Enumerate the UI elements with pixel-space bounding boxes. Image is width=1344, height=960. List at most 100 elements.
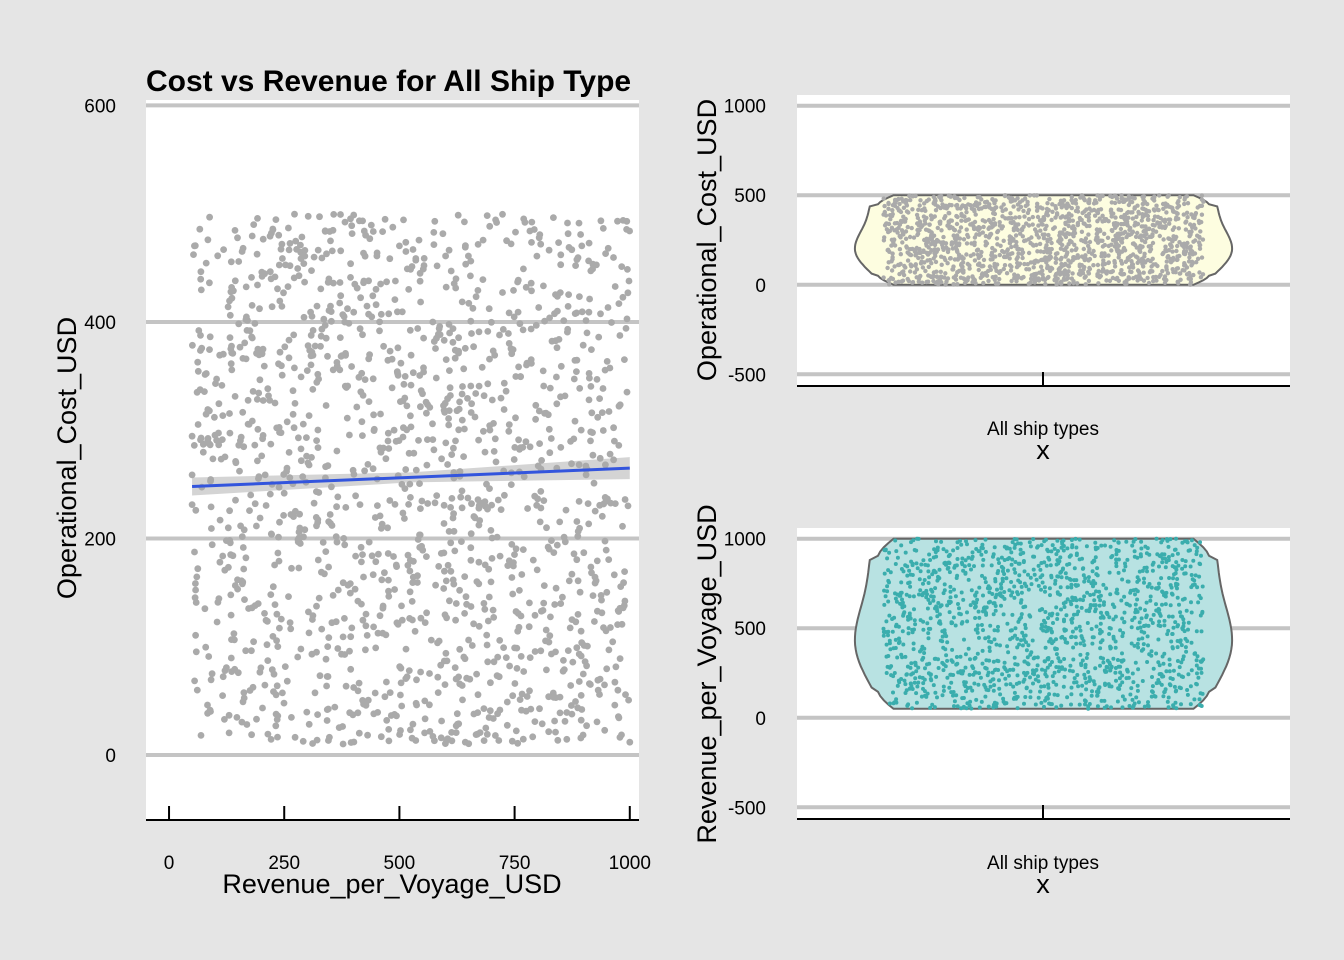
scatter-point <box>452 729 460 736</box>
cost-violin-point <box>1073 197 1078 203</box>
scatter-point <box>248 731 256 739</box>
scatter-point <box>573 556 581 564</box>
scatter-point <box>249 388 257 395</box>
scatter-point <box>221 716 228 723</box>
scatter-point <box>553 400 561 408</box>
revenue-violin-point <box>1058 585 1063 590</box>
revenue-violin-point <box>895 655 900 660</box>
scatter-point <box>449 338 457 346</box>
scatter-point <box>311 342 319 350</box>
revenue-violin-point <box>1162 618 1167 623</box>
revenue-violin-point <box>1054 705 1059 710</box>
revenue-violin-point <box>1171 668 1176 673</box>
cost-violin-point <box>955 214 960 220</box>
revenue-violin-point <box>972 681 977 686</box>
scatter-point <box>336 279 344 286</box>
revenue-violin-point <box>1035 663 1040 668</box>
cost-violin-point <box>1007 234 1012 239</box>
scatter-point <box>626 227 633 235</box>
scatter-point <box>204 435 212 442</box>
revenue-violin-point <box>885 584 890 589</box>
revenue-violin-point <box>906 626 911 631</box>
cost-violin-point <box>918 261 924 266</box>
revenue-violin-point <box>1010 612 1015 617</box>
cost-violin-point <box>1164 265 1169 270</box>
scatter-point <box>300 313 308 321</box>
revenue-violin-point <box>1175 577 1180 581</box>
revenue-violin-point <box>1180 558 1185 562</box>
scatter-point <box>505 340 513 347</box>
cost-violin-point <box>1030 222 1035 227</box>
revenue-violin-point <box>990 592 995 596</box>
scatter-point <box>403 426 411 434</box>
revenue-violin-point <box>1068 577 1073 582</box>
revenue-violin-point <box>890 629 895 634</box>
scatter-point <box>427 636 435 644</box>
cost-violin-point <box>916 207 921 212</box>
scatter-point <box>444 561 452 569</box>
cost-violin-point <box>1084 207 1089 212</box>
scatter-point <box>589 265 596 273</box>
revenue-violin-point <box>1099 698 1104 703</box>
scatter-point <box>553 344 561 352</box>
scatter-point <box>219 673 227 681</box>
scatter-point <box>353 403 361 411</box>
scatter-point <box>515 436 522 444</box>
revenue-violin-point <box>960 620 965 625</box>
revenue-violin-point <box>1065 597 1070 602</box>
revenue-violin-point <box>1001 612 1006 617</box>
revenue-violin-point <box>1065 640 1070 645</box>
scatter-point <box>446 597 453 605</box>
revenue-violin-point <box>917 592 921 597</box>
scatter-point <box>356 325 364 333</box>
cost-violin-point <box>991 198 996 203</box>
revenue-violin-point <box>933 656 938 661</box>
scatter-point <box>486 707 494 715</box>
revenue-violin-point <box>1102 698 1107 703</box>
cost-violin-point <box>1016 251 1021 256</box>
scatter-point <box>219 692 227 699</box>
scatter-point <box>219 350 227 358</box>
scatter-point <box>560 317 568 324</box>
scatter-point <box>441 681 449 688</box>
revenue-violin-point <box>893 637 898 642</box>
cost-violin-point <box>1192 251 1198 256</box>
scatter-point <box>394 620 402 628</box>
revenue-violin-point <box>915 684 920 689</box>
revenue-violin-point <box>998 692 1003 697</box>
scatter-point <box>546 314 553 322</box>
revenue-violin-point <box>1169 639 1174 644</box>
revenue-violin-point <box>886 568 891 573</box>
revenue-violin-point <box>1191 558 1196 563</box>
revenue-violin-point <box>1065 695 1070 700</box>
scatter-point <box>391 501 399 508</box>
scatter-point <box>483 480 490 488</box>
revenue-violin-point <box>1044 537 1048 542</box>
scatter-point <box>390 553 397 560</box>
revenue-violin-point <box>1015 645 1020 650</box>
scatter-point <box>333 447 341 455</box>
cost-violin-point <box>1029 273 1034 278</box>
revenue-violin-point <box>1176 563 1181 568</box>
revenue-violin-point <box>1025 655 1030 660</box>
revenue-violin-point <box>953 594 958 599</box>
revenue-violin-point <box>1171 704 1176 709</box>
revenue-violin-point <box>1092 598 1097 603</box>
cost-violin-point <box>913 253 918 258</box>
cost-violin-point <box>1119 214 1124 220</box>
scatter-point <box>391 586 398 593</box>
scatter-point <box>331 703 339 711</box>
scatter-point <box>352 492 359 500</box>
scatter-point <box>274 712 282 720</box>
cost-violin-point <box>1184 210 1190 215</box>
cost-violin-point <box>1170 258 1176 263</box>
scatter-point <box>611 678 619 686</box>
scatter-point <box>267 736 275 743</box>
cost-violin-point <box>1188 247 1193 252</box>
scatter-point <box>266 268 274 276</box>
revenue-violin-point <box>943 562 948 567</box>
revenue-violin-point <box>971 600 976 605</box>
cost-violin-point <box>1104 271 1109 276</box>
scatter-point <box>407 412 414 420</box>
cost-violin-point <box>903 216 908 222</box>
